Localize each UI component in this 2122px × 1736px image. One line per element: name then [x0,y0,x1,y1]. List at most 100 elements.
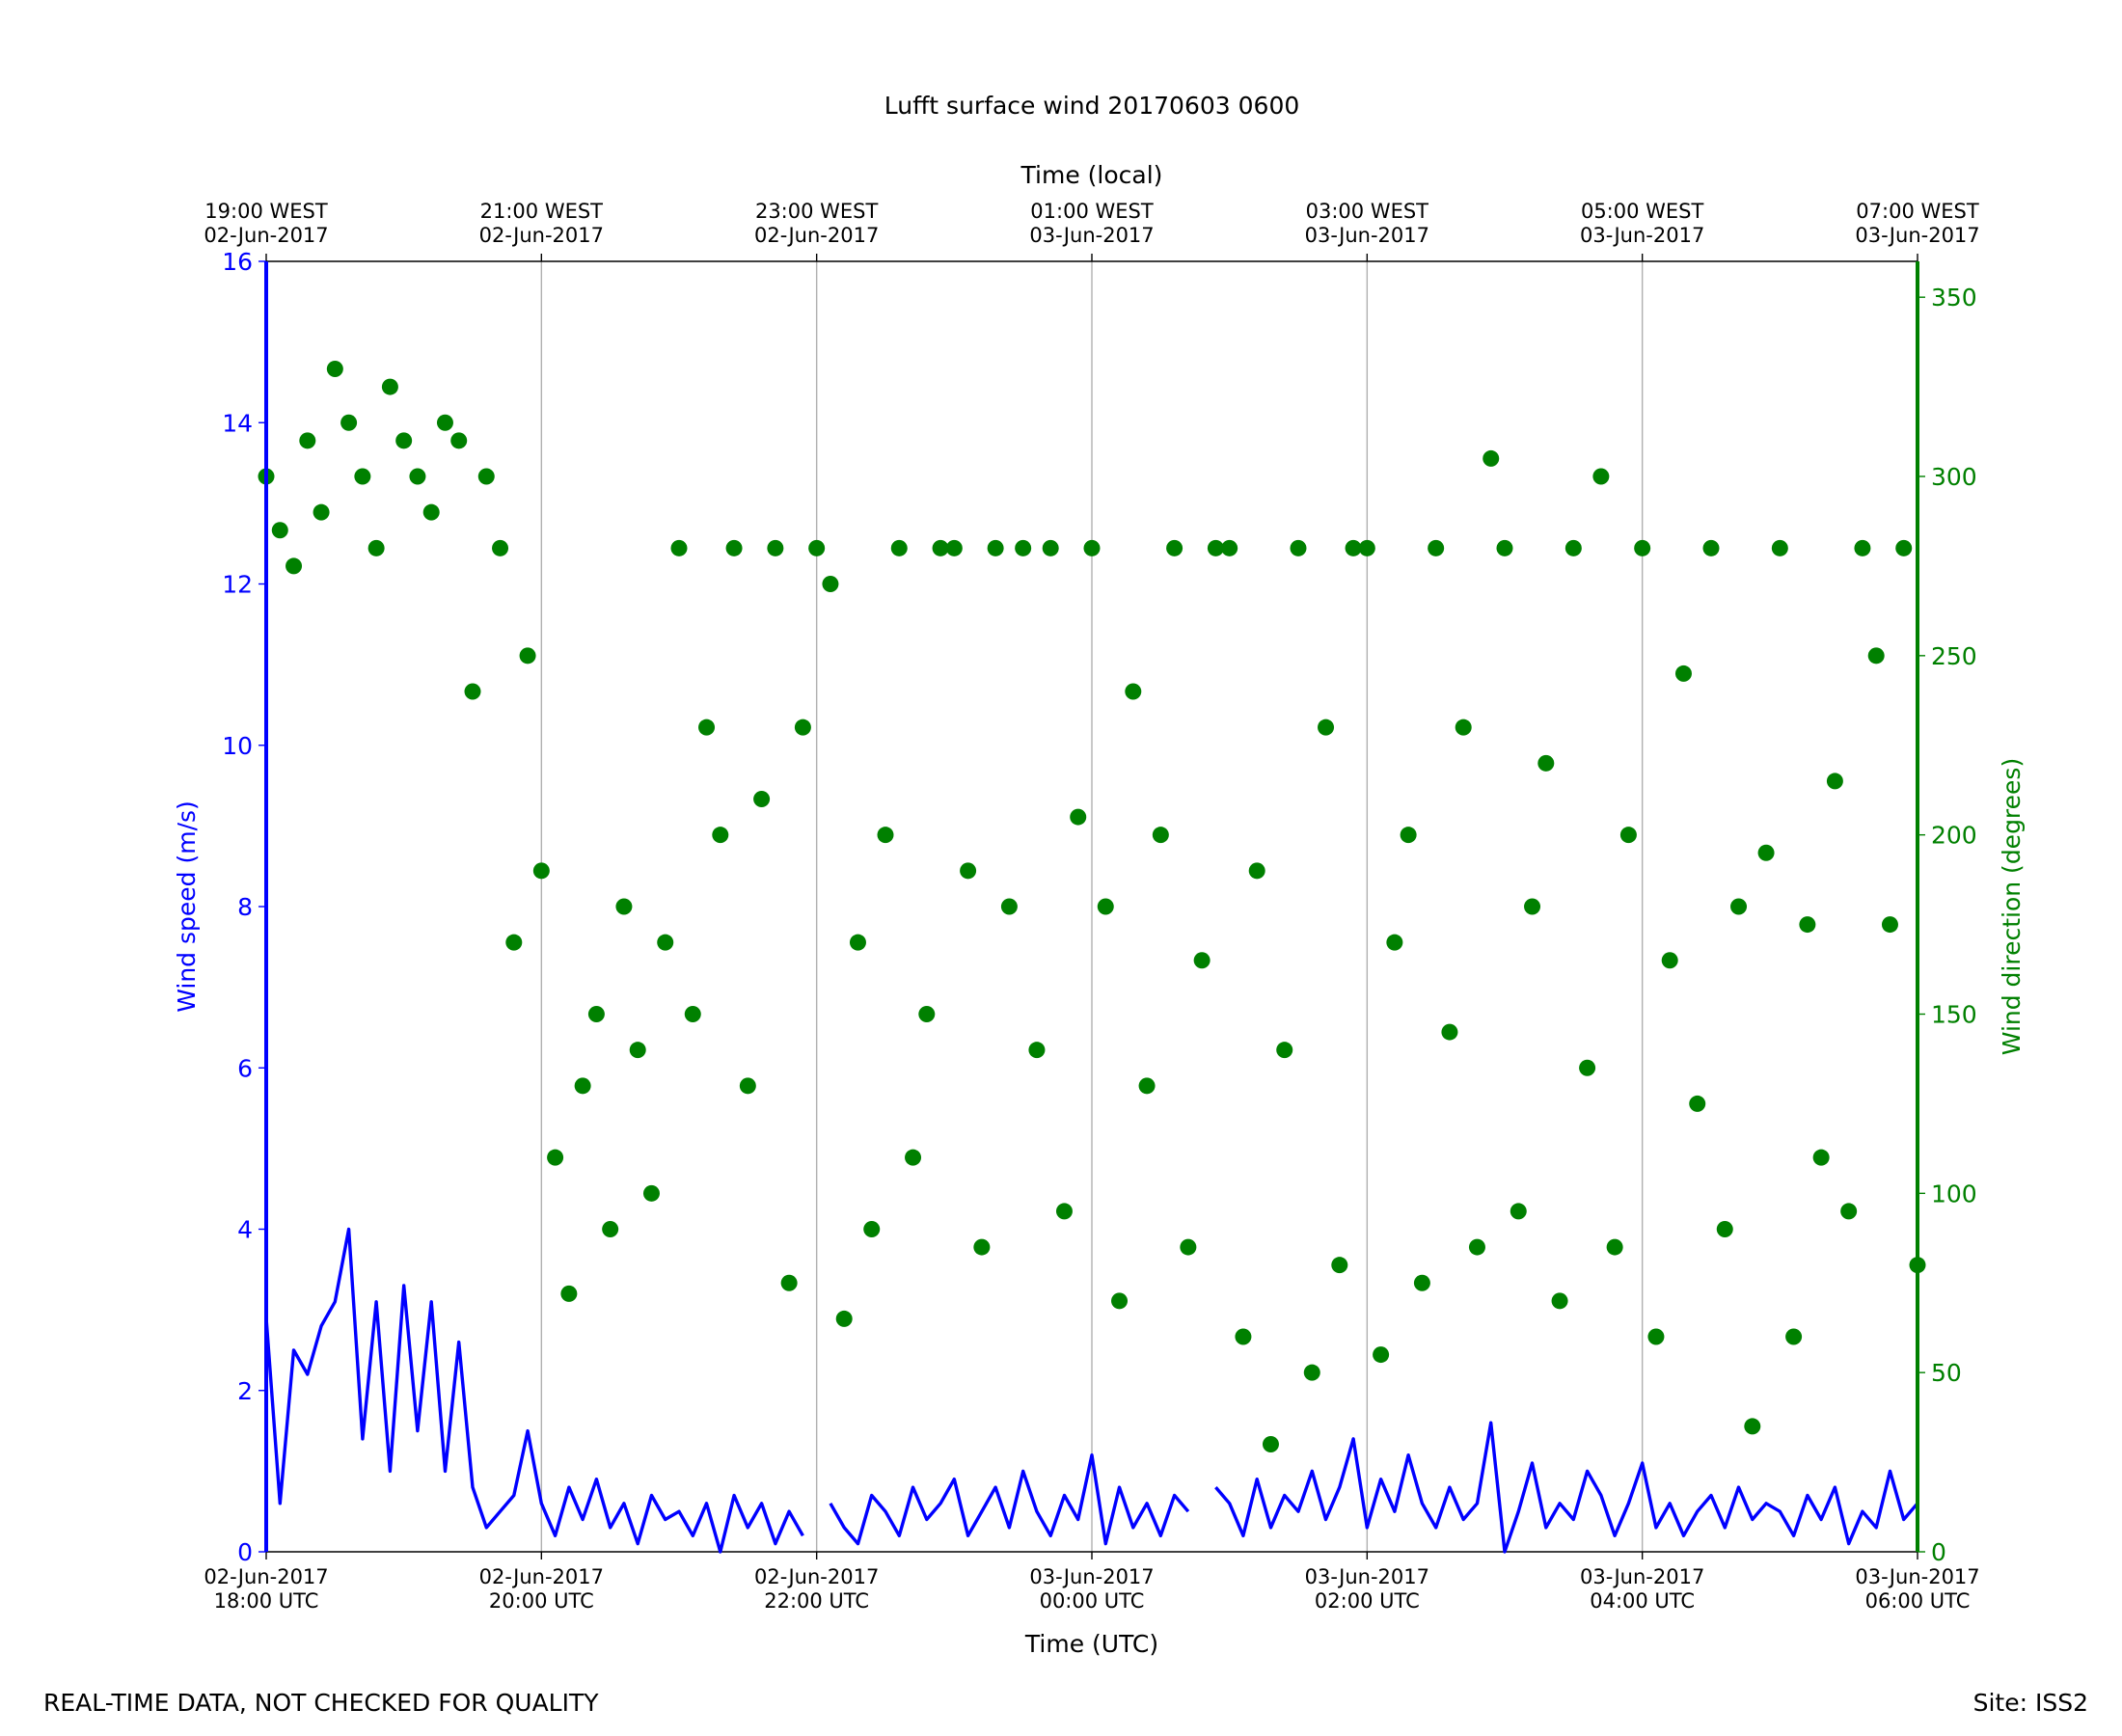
direction-point [1785,1328,1803,1345]
y2-axis-title: Wind direction (degrees) [1998,758,2026,1055]
direction-point [313,503,330,521]
speed-line [264,1227,1919,1554]
direction-point [587,1006,605,1022]
direction-point [945,539,963,556]
direction-point [560,1285,578,1302]
x-tick-label: 02-Jun-2017 18:00 UTC [204,1565,329,1613]
direction-point [1537,754,1555,772]
direction-point [1373,1346,1390,1364]
direction-point [519,647,536,665]
y-tick-label: 2 [237,1377,253,1405]
direction-point [684,1006,701,1022]
direction-point [422,503,440,521]
direction-point [1358,539,1375,556]
direction-point [1428,539,1445,556]
direction-point [1400,827,1417,844]
direction-point [340,414,358,431]
direction-point [1111,1292,1129,1310]
direction-point [1799,916,1816,934]
direction-point [1015,539,1032,556]
x-tick-label: 02-Jun-2017 22:00 UTC [754,1565,880,1613]
y2-tick-label: 300 [1931,463,1977,491]
direction-point [794,719,811,736]
direction-point [1551,1292,1568,1310]
direction-point [1483,449,1500,467]
direction-point [822,576,839,592]
x2-tick-label: 21:00 WEST 02-Jun-2017 [478,200,604,247]
direction-point [1235,1328,1252,1345]
y-tick-label: 0 [237,1538,253,1566]
y-axis-title: Wind speed (m/s) [173,800,201,1013]
y-tick-label: 8 [237,893,253,921]
direction-point [1331,1257,1348,1274]
y2-tick-label: 100 [1931,1180,1977,1207]
direction-point [1716,1221,1733,1237]
direction-point [1455,719,1472,736]
y2-tick-label: 50 [1931,1359,1962,1387]
direction-point [808,539,826,556]
direction-point [547,1149,564,1166]
direction-point [1468,1238,1485,1256]
direction-point [1042,539,1059,556]
direction-point [409,468,426,485]
x-tick-label: 03-Jun-2017 00:00 UTC [1029,1565,1155,1613]
direction-point [1318,719,1335,736]
direction-point [299,432,316,449]
x-tick-label: 03-Jun-2017 04:00 UTC [1580,1565,1705,1613]
direction-point [657,934,674,951]
direction-point [532,862,550,880]
direction-point [987,539,1004,556]
y2-tick-label: 250 [1931,642,1977,670]
direction-point [1262,1436,1279,1452]
direction-point [1592,468,1610,485]
x2-tick-label: 07:00 WEST 03-Jun-2017 [1855,200,1980,247]
direction-point [1674,665,1692,682]
direction-point [1812,1149,1830,1166]
direction-point [698,719,716,736]
direction-point [1689,1095,1706,1112]
x2-tick-label: 05:00 WEST 03-Jun-2017 [1580,200,1705,247]
direction-point [1386,934,1403,951]
direction-point [574,1077,591,1095]
direction-point [1290,539,1307,556]
direction-point [615,898,633,915]
direction-point [1000,898,1018,915]
direction-point [367,539,385,556]
direction-point [1895,539,1913,556]
direction-point [1496,539,1513,556]
direction-point [1221,539,1238,556]
direction-point [877,827,894,844]
direction-point [492,539,509,556]
y2-tick-label: 350 [1931,284,1977,312]
direction-point [1441,1023,1458,1041]
direction-point [767,539,784,556]
direction-point [602,1221,619,1237]
y-tick-label: 10 [222,732,253,760]
direction-point [1524,898,1541,915]
direction-point [1881,916,1898,934]
direction-point [1730,898,1748,915]
x2-tick-label: 03:00 WEST 03-Jun-2017 [1304,200,1429,247]
direction-point [1634,539,1651,556]
direction-point [1510,1203,1527,1220]
direction-point [1097,898,1114,915]
direction-point [1564,539,1582,556]
direction-point [642,1184,660,1202]
direction-point [835,1310,853,1327]
direction-point [780,1274,798,1291]
x-tick-label: 03-Jun-2017 02:00 UTC [1304,1565,1429,1613]
footer-left: REAL-TIME DATA, NOT CHECKED FOR QUALITY [43,1689,599,1717]
direction-point [1826,773,1843,790]
direction-point [863,1221,881,1237]
direction-point [381,378,398,395]
x-tick-label: 03-Jun-2017 06:00 UTC [1855,1565,1980,1613]
direction-point [271,522,288,539]
y-tick-label: 14 [222,409,253,437]
direction-point [1125,683,1142,700]
direction-point [753,791,771,807]
direction-point [1193,952,1211,969]
direction-point [477,468,495,485]
direction-point [436,414,453,431]
direction-point [1757,844,1775,861]
